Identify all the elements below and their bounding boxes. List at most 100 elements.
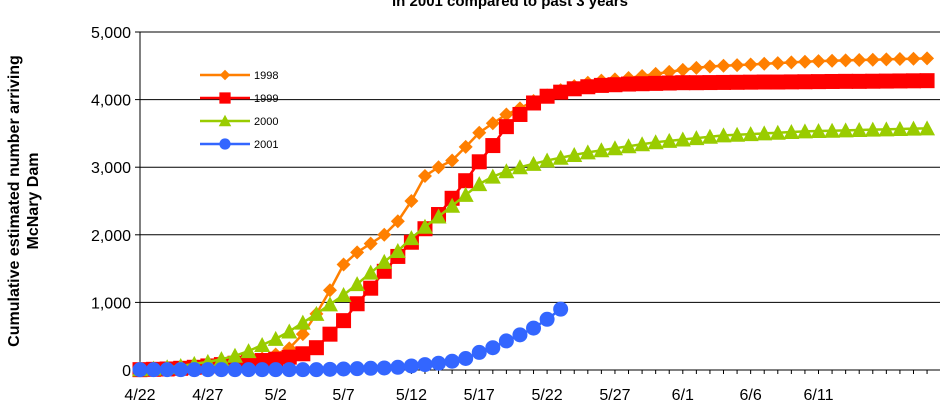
y-tick-label: 0 [122,363,131,380]
data-point-1999 [363,280,379,296]
data-point-1999 [485,138,501,154]
data-point-1999 [471,154,487,170]
data-point-2001 [403,358,419,374]
data-point-2000 [498,163,515,179]
y-axis-ticks: 0 1,000 2,000 3,000 4,000 5,000 [91,25,140,380]
data-point-1998 [757,56,772,71]
legend: 1998 1999 2000 2001 [200,69,278,151]
data-point-1998 [865,52,880,67]
data-point-2000 [796,123,813,139]
data-point-2000 [674,131,691,147]
x-tick-label: 5/17 [464,387,495,404]
data-point-1999 [281,349,297,365]
data-point-2001 [295,362,311,378]
x-tick-label: 6/6 [740,387,762,404]
data-point-1999 [512,106,528,122]
legend-marker [219,69,231,81]
data-point-2000 [484,168,501,184]
y-tick-label: 2,000 [91,228,131,245]
data-point-1998 [892,52,907,67]
legend-marker [219,92,231,104]
data-point-2001 [390,359,406,375]
series-2001 [132,301,569,378]
x-tick-label: 5/7 [332,387,354,404]
data-point-1998 [377,227,392,242]
legend-marker [219,138,231,150]
data-point-2000 [878,121,895,137]
series-2000 [132,120,936,377]
series-group [132,51,936,378]
data-point-2001 [213,362,229,378]
data-point-2000 [552,149,569,165]
data-point-2001 [417,357,433,373]
x-tick-label: 5/2 [265,387,287,404]
data-point-1998 [295,327,310,342]
data-point-2000 [457,186,474,202]
data-point-2000 [701,128,718,144]
data-point-2001 [254,362,270,378]
data-point-2000 [281,323,298,339]
data-point-2001 [526,320,542,336]
data-point-1998 [499,107,514,122]
data-point-1998 [445,153,460,168]
data-point-1999 [783,74,799,90]
legend-label: 2000 [254,116,278,128]
data-point-1998 [852,53,867,68]
data-point-1998 [472,125,487,140]
y-axis-title-line1: Cumulative estimated number arriving [6,55,23,347]
data-point-2000 [416,218,433,234]
data-point-1998 [336,257,351,272]
data-point-1998 [431,160,446,175]
x-tick-label: 6/11 [804,387,834,404]
x-tick-label: 5/22 [532,387,563,404]
data-point-2001 [227,362,243,378]
data-point-1999 [824,73,840,89]
data-point-2000 [240,343,257,359]
data-point-2000 [742,126,759,142]
data-point-1999 [797,74,813,90]
data-point-1999 [539,88,555,104]
data-point-1999 [756,74,772,90]
data-point-2000 [891,121,908,137]
data-point-1999 [634,76,650,92]
data-point-1999 [607,77,623,93]
data-point-2000 [525,155,542,171]
data-point-1999 [919,73,935,89]
data-point-2000 [579,144,596,160]
data-point-1999 [905,73,921,89]
data-point-1998 [689,60,704,75]
data-point-2001 [322,361,338,377]
data-point-2000 [566,147,583,163]
data-point-1999 [580,79,596,95]
data-point-1999 [702,75,718,91]
data-point-1999 [648,75,664,91]
data-point-2000 [864,121,881,137]
data-point-2001 [349,361,365,377]
data-point-2000 [810,123,827,139]
data-point-1999 [322,326,338,342]
data-point-1999 [661,75,677,91]
legend-label: 2001 [254,139,278,151]
data-point-2001 [498,333,514,349]
data-point-2000 [471,176,488,192]
data-point-2001 [173,362,189,378]
y-tick-label: 5,000 [91,25,131,42]
data-point-2000 [362,264,379,280]
data-point-1999 [716,74,732,90]
data-point-1998 [322,283,337,298]
data-point-1999 [566,81,582,97]
data-point-2000 [511,159,528,175]
data-point-2000 [430,208,447,224]
data-point-2001 [376,360,392,376]
data-point-2001 [485,340,501,356]
data-point-2000 [824,122,841,138]
data-point-2001 [268,362,284,378]
data-point-1999 [675,75,691,91]
data-point-1999 [892,73,908,89]
data-point-1998 [838,53,853,68]
data-point-2000 [905,120,922,136]
data-point-1999 [811,74,826,90]
data-point-2000 [593,142,610,158]
data-point-2001 [281,362,297,378]
